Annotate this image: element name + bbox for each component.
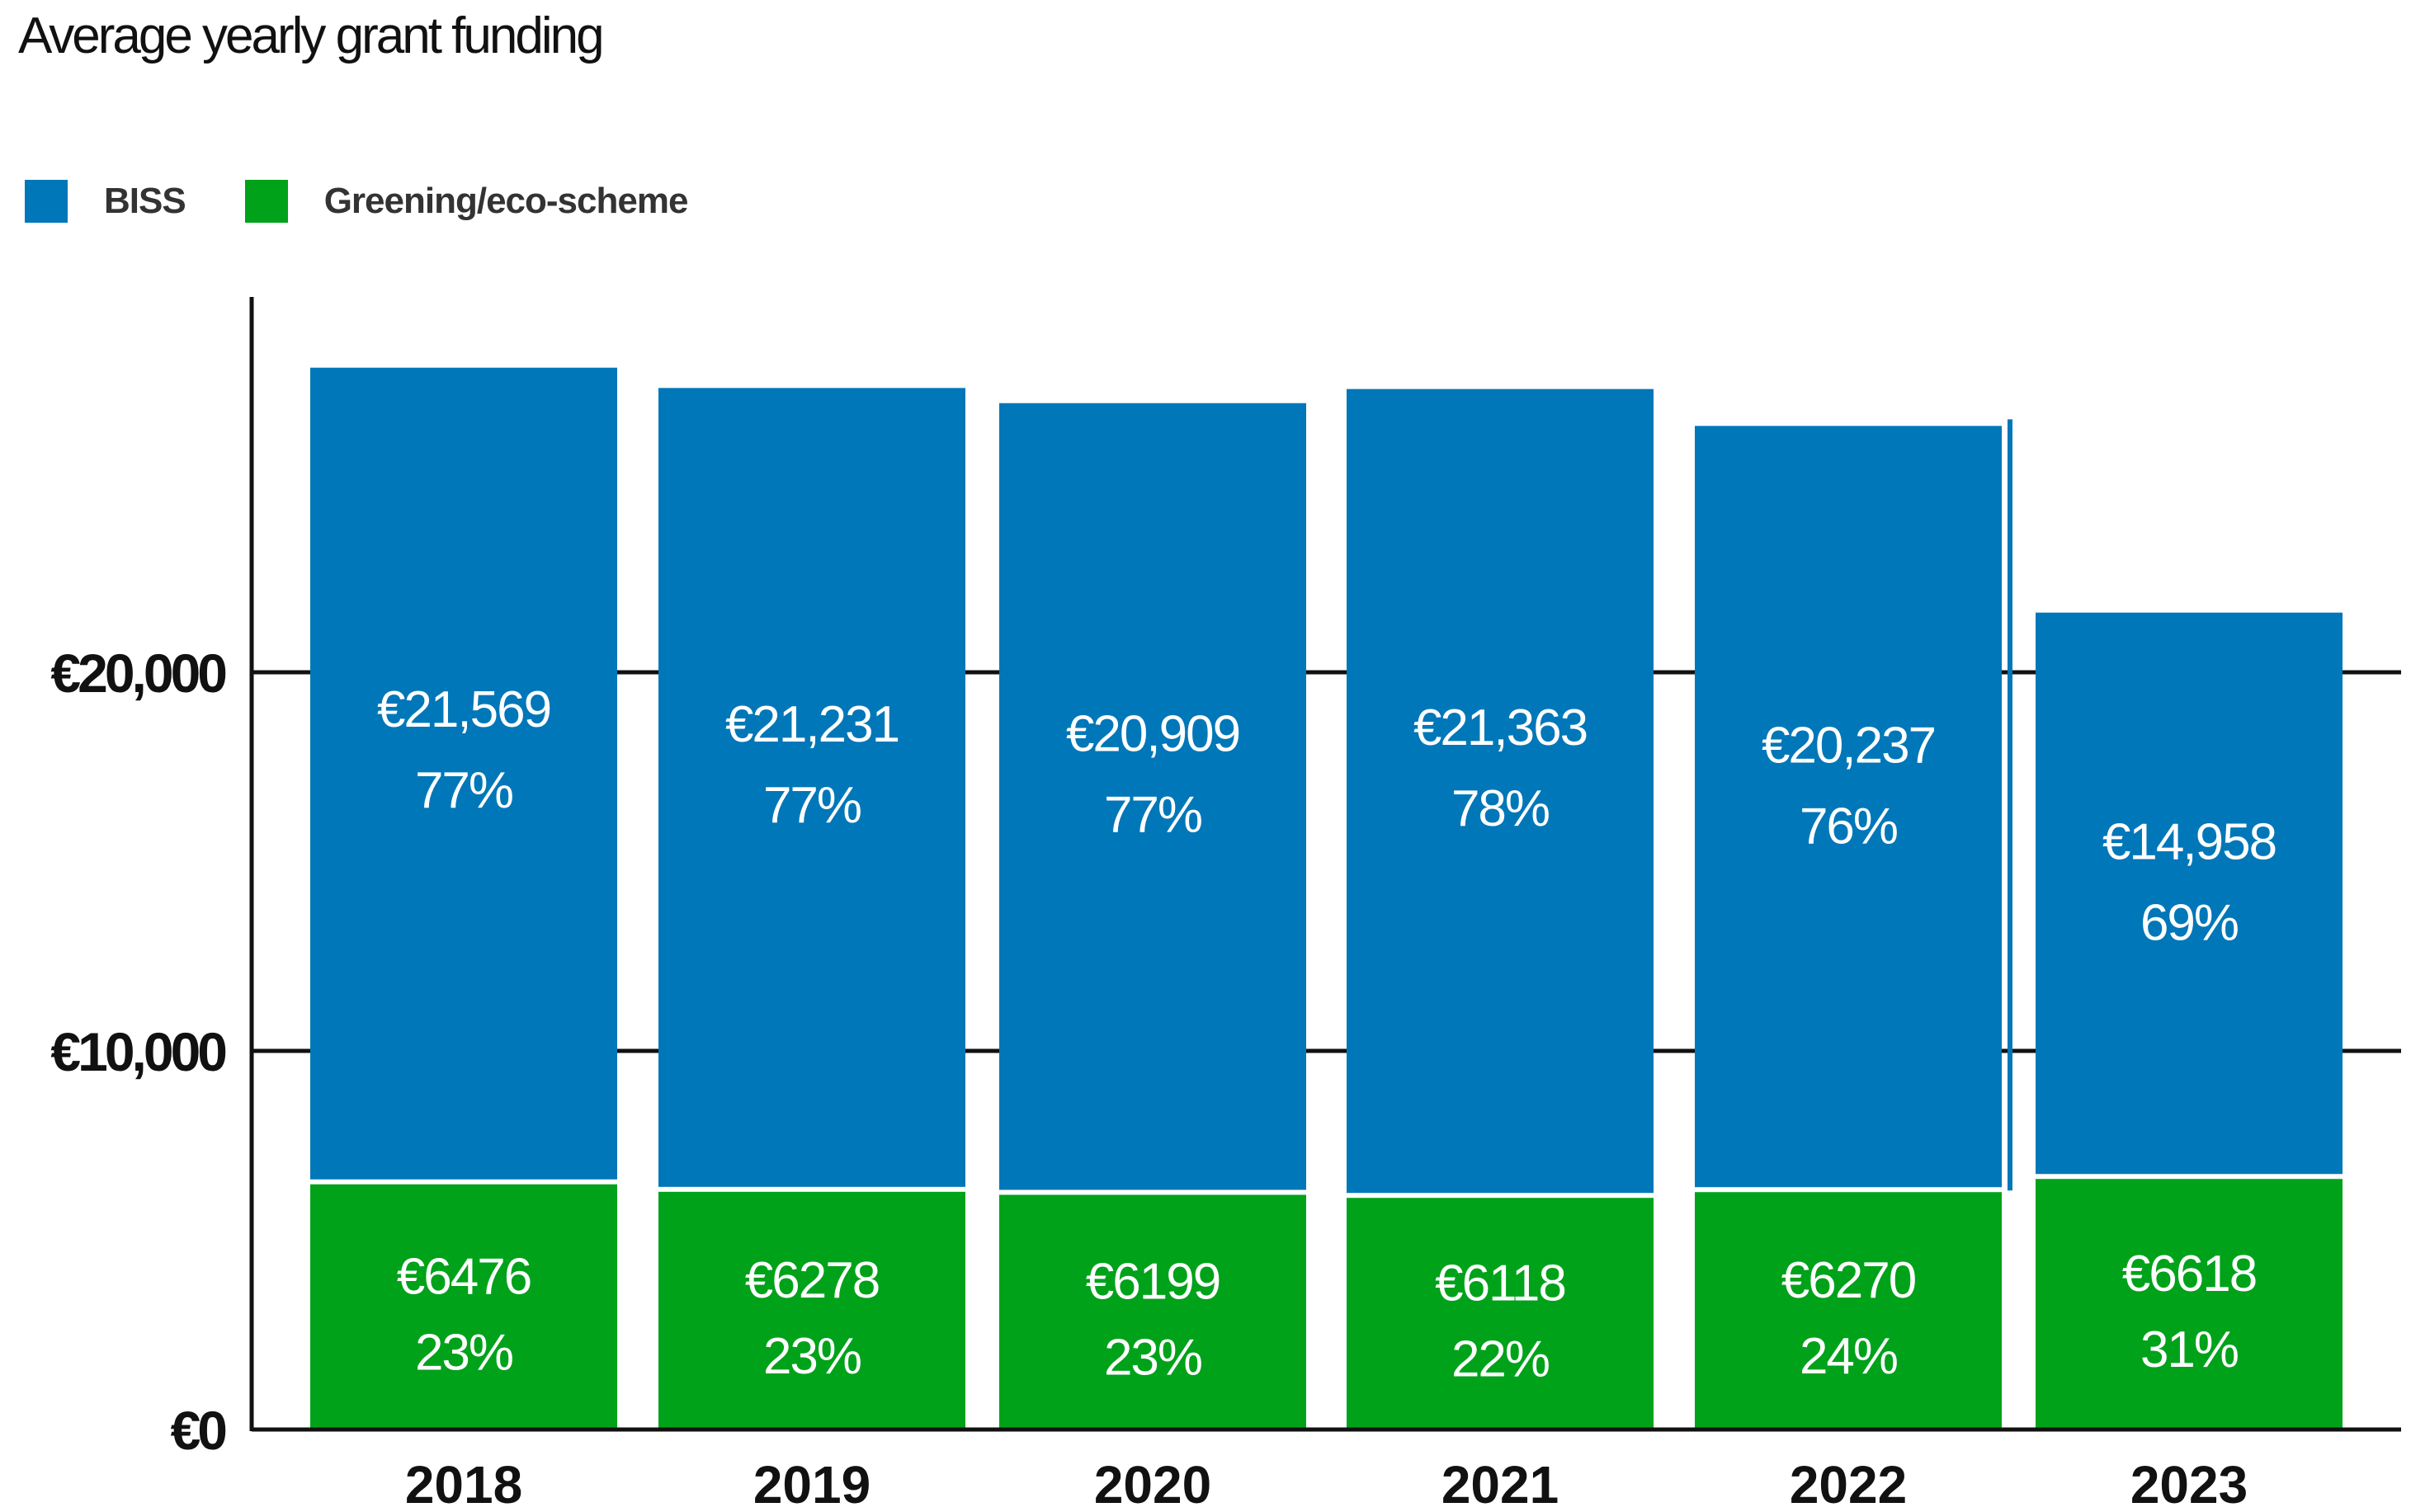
x-tick-label-2019: 2019: [753, 1455, 871, 1512]
bar-biss-2022: [1695, 426, 2002, 1188]
data-label-biss-value: €21,231: [725, 696, 899, 753]
data-label-greening-percent: 31%: [2140, 1321, 2238, 1378]
legend-item-greening: Greening/eco-scheme: [244, 180, 689, 223]
y-tick-label: €20,000: [50, 643, 225, 704]
data-label-greening-value: €6476: [397, 1248, 531, 1305]
bar-greening-2022: [1695, 1192, 2002, 1430]
data-label-greening-value: €6270: [1781, 1252, 1916, 1309]
legend-item-biss: BISS: [25, 180, 186, 223]
x-tick-label-2020: 2020: [1094, 1455, 1211, 1512]
bar-biss-2020: [999, 403, 1306, 1190]
bar-greening-2018: [310, 1184, 617, 1430]
data-label-greening-percent: 24%: [1800, 1328, 1897, 1385]
bar-biss-2023: [2036, 612, 2343, 1175]
chart-title: Average yearly grant funding: [18, 7, 605, 64]
bar-biss-2019: [658, 388, 965, 1187]
data-label-greening-value: €6199: [1086, 1254, 1220, 1311]
bar-greening-2019: [658, 1191, 965, 1430]
y-tick-label: €0: [171, 1400, 226, 1461]
legend-label-biss: BISS: [104, 181, 186, 221]
x-tick-label-2021: 2021: [1441, 1455, 1559, 1512]
data-label-greening-percent: 23%: [763, 1328, 861, 1385]
data-label-greening-percent: 23%: [415, 1324, 512, 1381]
data-label-biss-value: €21,569: [377, 681, 550, 738]
data-label-biss-percent: 77%: [1104, 787, 1201, 844]
data-label-greening-percent: 23%: [1104, 1330, 1201, 1387]
data-label-biss-value: €21,363: [1413, 699, 1587, 756]
bar-greening-2020: [999, 1194, 1306, 1430]
data-label-greening-value: €6118: [1435, 1255, 1565, 1312]
data-label-biss-percent: 69%: [2140, 895, 2238, 952]
x-tick-label-2018: 2018: [405, 1455, 522, 1512]
data-label-greening-percent: 22%: [1451, 1331, 1549, 1388]
legend-label-greening: Greening/eco-scheme: [323, 181, 689, 221]
data-label-biss-percent: 77%: [415, 762, 512, 819]
data-label-biss-value: €14,958: [2102, 814, 2276, 871]
y-tick-label: €10,000: [50, 1021, 225, 1082]
data-label-greening-value: €6278: [745, 1252, 879, 1309]
x-tick-label-2023: 2023: [2130, 1455, 2248, 1512]
legend-swatch-biss: [25, 180, 68, 223]
data-label-biss-value: €20,909: [1066, 706, 1239, 763]
data-label-biss-percent: 77%: [763, 777, 861, 834]
legend: BISS Greening/eco-scheme: [25, 180, 747, 223]
bar-greening-2023: [2036, 1179, 2343, 1430]
data-label-biss-value: €20,237: [1762, 717, 1935, 774]
data-label-biss-percent: 76%: [1800, 798, 1897, 855]
data-label-greening-value: €6618: [2122, 1246, 2256, 1302]
bar-biss-2021: [1347, 389, 1654, 1194]
bar-biss-2018: [310, 367, 617, 1180]
legend-swatch-greening: [244, 180, 288, 223]
data-label-biss-percent: 78%: [1451, 780, 1549, 837]
x-tick-label-2022: 2022: [1790, 1455, 1907, 1512]
bar-greening-2021: [1347, 1198, 1654, 1430]
